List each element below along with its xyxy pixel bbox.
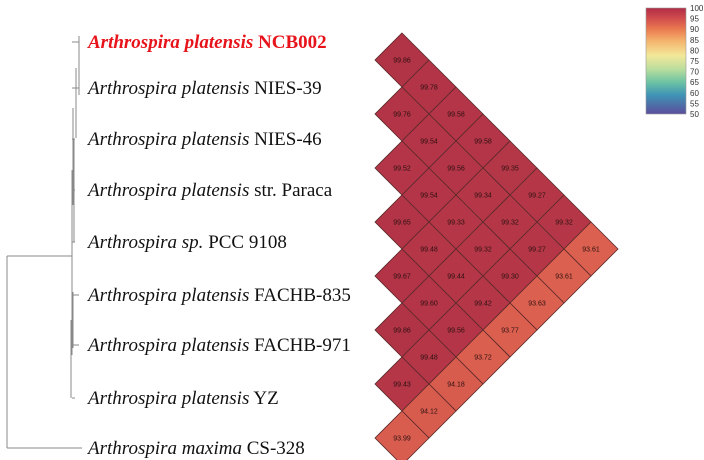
heatmap-cell-value: 99.86	[393, 328, 411, 335]
color-scale-tick-label: 95	[690, 15, 699, 24]
taxon-label: Arthrospira maxima CS-328	[86, 438, 305, 459]
color-scale-bar	[645, 7, 687, 115]
heatmap-cell-value: 99.48	[420, 355, 438, 362]
taxon-label: Arthrospira sp. PCC 9108	[86, 232, 287, 253]
heatmap-cell-value: 99.30	[501, 274, 519, 281]
heatmap-cell-value: 93.72	[474, 355, 492, 362]
heatmap-cell-value: 99.27	[528, 247, 546, 254]
heatmap-cell-value: 99.32	[474, 247, 492, 254]
heatmap-cell-value: 99.27	[528, 193, 546, 200]
taxon-strain: FACHB-835	[249, 285, 351, 306]
color-scale-tick-label: 65	[690, 78, 699, 87]
taxon-genus-species: Arthrospira platensis	[86, 388, 249, 409]
heatmap-cell-shape	[374, 410, 430, 460]
color-scale-tick-label: 100	[690, 4, 704, 13]
taxon-genus-species: Arthrospira platensis	[86, 78, 249, 99]
heatmap-cell-value: 99.35	[501, 166, 519, 173]
taxon-genus-species: Arthrospira platensis	[87, 32, 253, 53]
heatmap-cell-value: 99.60	[420, 301, 438, 308]
color-scale-tick-label: 55	[690, 99, 699, 108]
heatmap-cell-value: 99.33	[447, 220, 465, 227]
color-scale-tick-label: 80	[690, 46, 699, 55]
heatmap-cell-value: 94.12	[420, 409, 438, 416]
taxon-strain: NIES-46	[249, 129, 321, 150]
heatmap-cell-value: 99.86	[393, 58, 411, 65]
heatmap-cell-value: 99.58	[447, 112, 465, 119]
taxon-label: Arthrospira platensis NIES-39	[86, 78, 322, 99]
heatmap-cell-value: 99.52	[393, 166, 411, 173]
taxon-strain: str. Paraca	[249, 180, 332, 201]
color-scale-tick-label: 75	[690, 57, 699, 66]
heatmap-cell-value: 99.58	[474, 139, 492, 146]
heatmap-cell-value: 93.77	[501, 328, 519, 335]
heatmap-cell-value: 99.44	[447, 274, 465, 281]
heatmap-cell-value: 99.43	[393, 382, 411, 389]
taxon-strain: YZ	[249, 388, 278, 409]
taxon-strain: NIES-39	[249, 78, 321, 99]
taxon-genus-species: Arthrospira platensis	[86, 285, 249, 306]
taxon-genus-species: Arthrospira platensis	[86, 129, 249, 150]
color-scale-tick-label: 60	[690, 89, 699, 98]
heatmap-cell: 93.99	[374, 410, 430, 460]
taxon-label: Arthrospira platensis YZ	[86, 388, 279, 409]
taxon-label: Arthrospira platensis str. Paraca	[86, 180, 333, 201]
color-scale-tick-label: 70	[690, 68, 699, 77]
heatmap-cell-value: 99.56	[447, 328, 465, 335]
taxon-strain: FACHB-971	[249, 335, 351, 356]
heatmap-cell-value: 94.18	[447, 382, 465, 389]
taxon-genus-species: Arthrospira platensis	[86, 180, 249, 201]
heatmap-cell-value: 99.42	[474, 301, 492, 308]
heatmap-cell-value: 99.32	[555, 220, 573, 227]
heatmap-cell-value: 99.78	[420, 85, 438, 92]
heatmap-cell-value: 93.99	[393, 436, 411, 443]
taxon-label: Arthrospira platensis FACHB-971	[86, 335, 351, 356]
heatmap-cell-value: 93.63	[528, 301, 546, 308]
taxon-strain: CS-328	[242, 438, 305, 459]
heatmap-cell-value: 99.54	[420, 193, 438, 200]
heatmap-cell-value: 93.61	[582, 247, 600, 254]
heatmap-cell-value: 99.56	[447, 166, 465, 173]
heatmap-cell-value: 99.48	[420, 247, 438, 254]
taxon-label: Arthrospira platensis NIES-46	[86, 129, 322, 150]
taxon-genus-species: Arthrospira sp.	[86, 232, 203, 253]
heatmap-cell-value: 99.76	[393, 112, 411, 119]
heatmap-cell-value: 99.67	[393, 274, 411, 281]
heatmap-cell-value: 99.34	[474, 193, 492, 200]
color-scale-tick-label: 90	[690, 25, 699, 34]
taxon-label: Arthrospira platensis FACHB-835	[86, 285, 351, 306]
heatmap-cell-value: 99.65	[393, 220, 411, 227]
taxon-genus-species: Arthrospira maxima	[86, 438, 242, 459]
taxon-genus-species: Arthrospira platensis	[86, 335, 249, 356]
taxon-label: Arthrospira platensis NCB002	[87, 32, 327, 53]
taxon-strain: NCB002	[253, 32, 326, 53]
heatmap-cell-value: 99.32	[501, 220, 519, 227]
color-scale-tick-label: 50	[690, 110, 699, 119]
color-scale-tick-label: 85	[690, 36, 699, 45]
taxon-strain: PCC 9108	[203, 232, 286, 253]
heatmap-cell-value: 93.61	[555, 274, 573, 281]
heatmap-cell-value: 99.54	[420, 139, 438, 146]
